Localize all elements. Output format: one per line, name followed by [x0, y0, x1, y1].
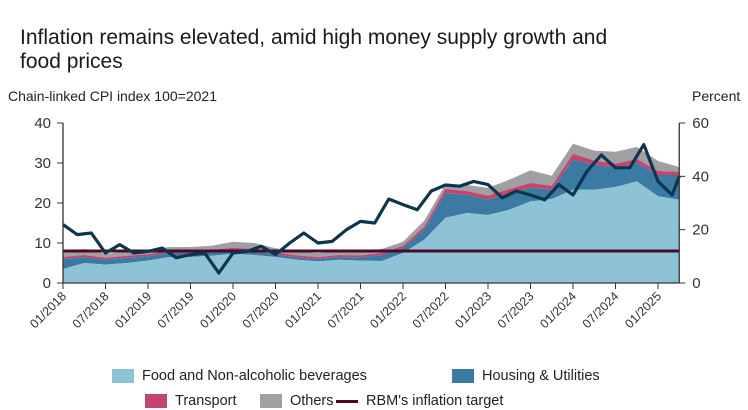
left-tick-label: 40	[34, 115, 51, 132]
x-tick-label: 01/2020	[197, 289, 239, 331]
x-tick-label: 07/2021	[325, 289, 367, 331]
area-transport	[63, 153, 680, 260]
legend-swatch-food	[112, 369, 134, 383]
legend-item-target: RBM's inflation target	[336, 393, 503, 409]
x-tick-label: 01/2024	[537, 289, 579, 331]
x-tick-label: 01/2018	[27, 289, 69, 331]
area-food-and-non-alcoholic-beverages	[63, 181, 680, 283]
legend-item-housing: Housing & Utilities	[452, 368, 600, 384]
legend-item-transport: Transport	[145, 393, 237, 409]
legend-item-food: Food and Non-alcoholic beverages	[112, 368, 367, 384]
legend-swatch-others	[260, 394, 282, 408]
legend-swatch-housing	[452, 369, 474, 383]
left-tick-label: 0	[43, 275, 51, 292]
legend-label-others: Others	[290, 393, 334, 409]
area-others	[63, 143, 680, 258]
x-tick-label: 01/2019	[112, 289, 154, 331]
x-tick-label: 01/2022	[367, 289, 409, 331]
right-tick-label: 20	[692, 222, 709, 239]
x-tick-label: 07/2020	[240, 289, 282, 331]
x-tick-label: 07/2019	[155, 289, 197, 331]
legend-swatch-transport	[145, 394, 167, 408]
left-axis-label: Chain-linked CPI index 100=2021	[8, 88, 217, 104]
right-axis-label: Percent	[692, 88, 741, 104]
inflation-line	[62, 143, 681, 275]
x-tick-label: 07/2023	[495, 289, 537, 331]
x-tick-label: 07/2018	[70, 289, 112, 331]
legend-label-housing: Housing & Utilities	[482, 368, 600, 384]
right-tick-label: 40	[692, 168, 709, 185]
left-tick-label: 30	[34, 155, 51, 172]
left-tick-label: 10	[34, 235, 51, 252]
legend-label-target: RBM's inflation target	[366, 393, 504, 409]
x-tick-label: 01/2023	[452, 289, 494, 331]
area-housing-utilities	[63, 159, 680, 269]
x-tick-label: 07/2022	[410, 289, 452, 331]
right-tick-label: 0	[692, 275, 700, 292]
legend-label-transport: Transport	[175, 393, 237, 409]
right-tick-label: 60	[692, 115, 709, 132]
x-tick-label: 07/2024	[580, 289, 622, 331]
left-tick-label: 20	[34, 195, 51, 212]
legend-label-food: Food and Non-alcoholic beverages	[142, 368, 367, 384]
x-tick-label: 01/2025	[622, 289, 664, 331]
chart-title: Inflation remains elevated, amid high mo…	[20, 26, 608, 73]
legend-item-others: Others	[260, 393, 334, 409]
x-tick-label: 01/2021	[282, 289, 324, 331]
legend-swatch-target	[336, 399, 358, 403]
